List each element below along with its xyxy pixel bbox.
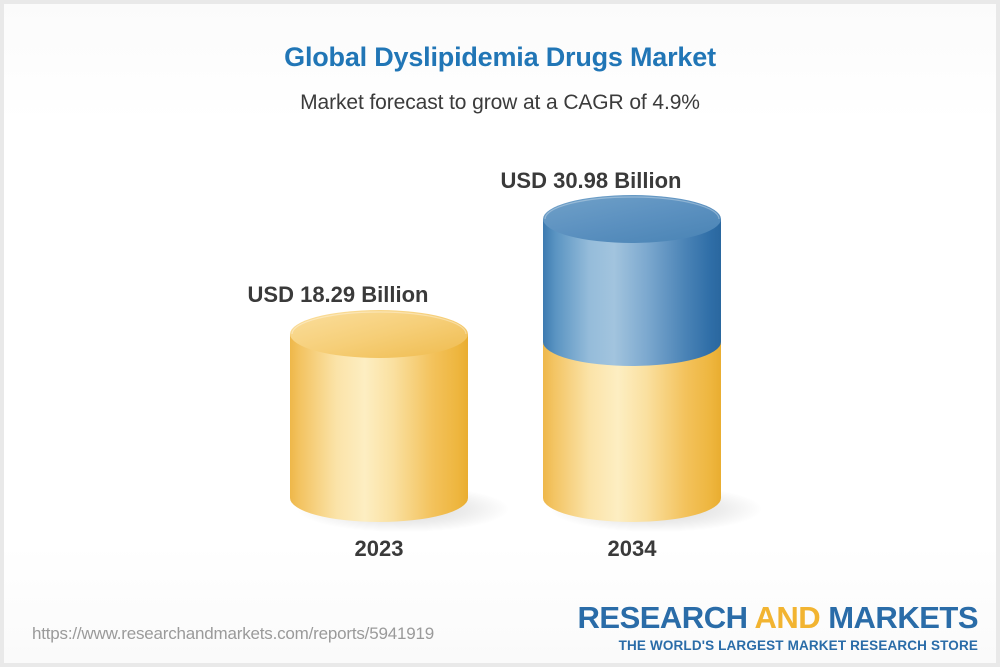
bar-cylinder-2023-svg — [290, 310, 468, 522]
report-url[interactable]: https://www.researchandmarkets.com/repor… — [32, 624, 434, 643]
logo-word-research: RESEARCH — [577, 600, 755, 635]
bar-value-label-2034: USD 30.98 Billion — [500, 168, 682, 193]
bar-cylinder-2034[interactable] — [541, 195, 723, 522]
chart-panel: Global Dyslipidemia Drugs Market Market … — [4, 4, 996, 663]
logo-wordmark: RESEARCH AND MARKETS — [578, 602, 979, 633]
bar-cylinder-2023[interactable] — [288, 310, 470, 522]
bar-cylinder-2034-svg — [543, 195, 721, 522]
logo-word-markets: MARKETS — [820, 600, 978, 635]
chart-plot-area: USD 18.29 Billion — [4, 4, 996, 663]
bar-category-label-2034: 2034 — [607, 536, 657, 561]
research-and-markets-logo[interactable]: RESEARCH AND MARKETS THE WORLD'S LARGEST… — [578, 602, 979, 653]
logo-tagline: THE WORLD'S LARGEST MARKET RESEARCH STOR… — [618, 638, 978, 653]
chart-subtitle: Market forecast to grow at a CAGR of 4.9… — [300, 91, 700, 114]
bar-value-label-2023: USD 18.29 Billion — [247, 282, 429, 307]
bar-category-label-2023: 2023 — [354, 536, 404, 561]
page-title: Global Dyslipidemia Drugs Market — [284, 42, 716, 72]
logo-word-and: AND — [754, 600, 821, 635]
